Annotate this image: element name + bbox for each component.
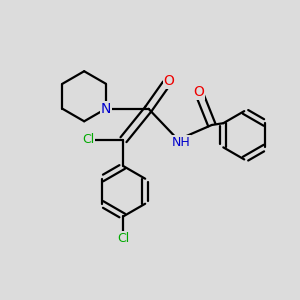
- Text: NH: NH: [172, 136, 190, 148]
- Text: Cl: Cl: [117, 232, 130, 245]
- Text: O: O: [193, 85, 204, 99]
- Text: Cl: Cl: [82, 133, 94, 146]
- Text: O: O: [164, 74, 175, 88]
- Text: N: N: [100, 102, 111, 116]
